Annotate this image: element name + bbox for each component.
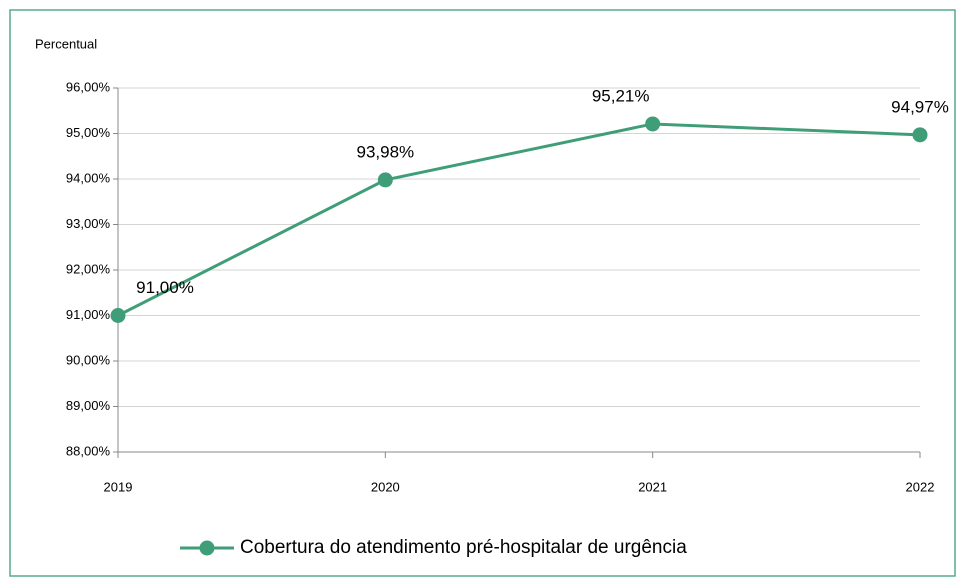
data-point bbox=[377, 172, 393, 188]
data-point bbox=[912, 127, 928, 143]
y-tick-label: 89,00% bbox=[66, 398, 111, 413]
data-label: 94,97% bbox=[891, 97, 949, 116]
y-tick-label: 96,00% bbox=[66, 79, 111, 94]
data-label: 95,21% bbox=[592, 86, 650, 105]
x-tick-label: 2019 bbox=[104, 479, 133, 494]
y-tick-label: 94,00% bbox=[66, 170, 111, 185]
x-tick-label: 2020 bbox=[371, 479, 400, 494]
data-label: 93,98% bbox=[356, 142, 414, 161]
series-line bbox=[117, 122, 921, 317]
legend-marker bbox=[199, 540, 215, 556]
y-tick-label: 95,00% bbox=[66, 125, 111, 140]
y-axis-label: Percentual bbox=[35, 36, 97, 51]
data-point bbox=[110, 308, 126, 323]
data-label: 91,00% bbox=[136, 278, 194, 297]
y-tick-label: 91,00% bbox=[66, 307, 111, 322]
legend-label: Cobertura do atendimento pré-hospitalar … bbox=[240, 537, 687, 558]
y-tick-label: 93,00% bbox=[66, 216, 111, 231]
chart-frame bbox=[9, 9, 956, 577]
y-tick-label: 90,00% bbox=[66, 352, 111, 367]
y-tick-label: 88,00% bbox=[66, 443, 111, 458]
data-point bbox=[645, 116, 661, 132]
x-tick-label: 2021 bbox=[638, 479, 667, 494]
y-tick-label: 92,00% bbox=[66, 261, 111, 276]
x-tick-label: 2022 bbox=[906, 479, 935, 494]
